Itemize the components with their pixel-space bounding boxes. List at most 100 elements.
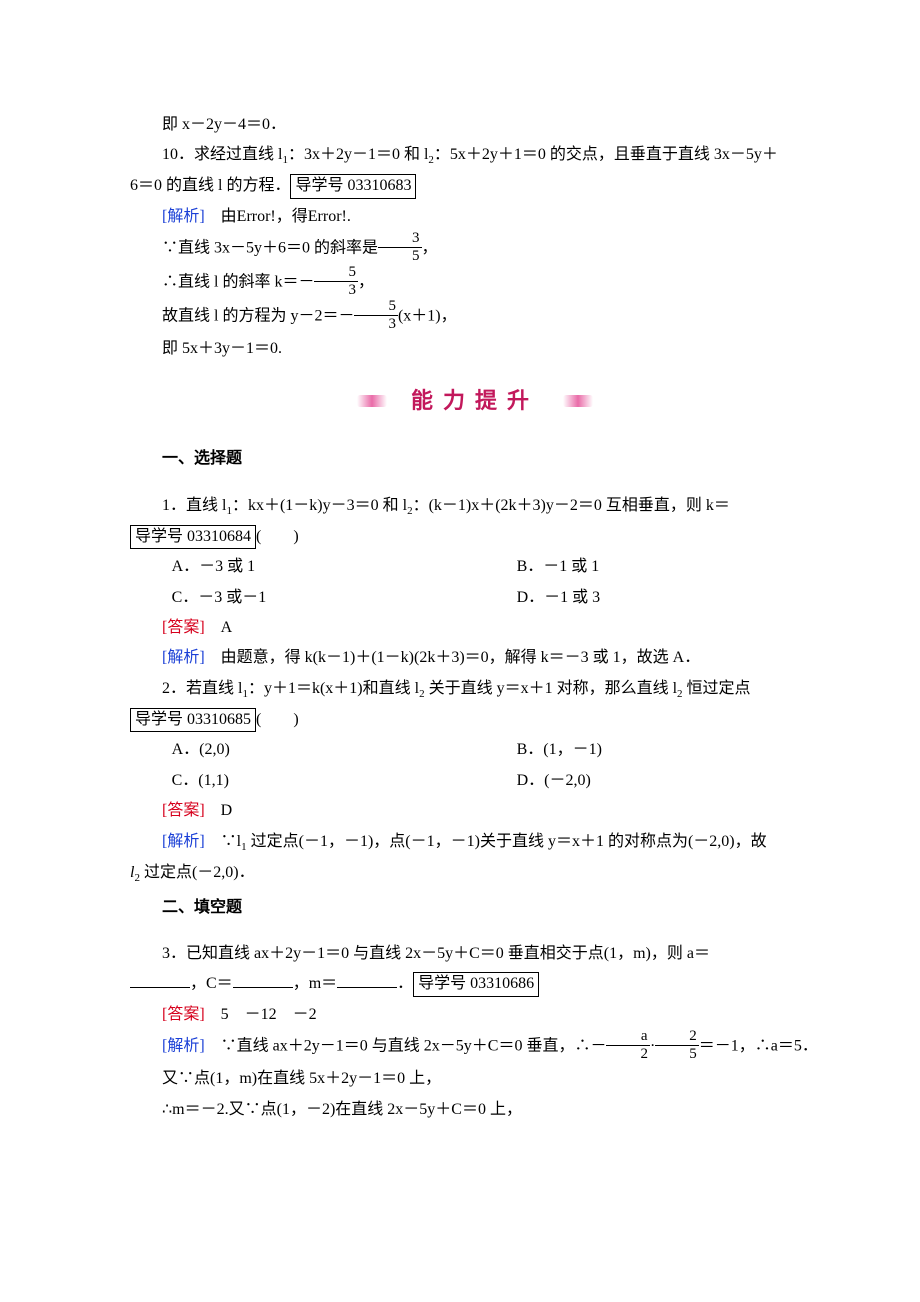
answer-text: 5 －12 －2 <box>205 1006 317 1023</box>
analysis-line: [解析] 由题意，得 k(k－1)＋(1－k)(2k＋3)＝0，解得 k＝－3 … <box>130 643 820 673</box>
code-text: 导学号 03310684 <box>135 528 251 545</box>
numerator: 3 <box>378 230 422 247</box>
section-heading: 二、填空题 <box>130 893 820 923</box>
text: (x＋1)， <box>398 308 457 325</box>
text: ，C＝ <box>190 975 233 992</box>
paren: ( ) <box>256 528 299 545</box>
analysis-line3: ∴m＝－2.又∵点(1，－2)在直线 2x－5y＋C＝0 上， <box>130 1095 820 1125</box>
text: ：5x＋2y＋1＝0 的交点，且垂直于直线 3x－5y＋ <box>434 146 778 163</box>
analysis-label: [解析] <box>162 649 205 666</box>
text: ，m＝ <box>293 975 337 992</box>
text: 3．已知直线 ax＋2y－1＝0 与直线 2x－5y＋C＝0 垂直相交于点(1，… <box>162 945 710 962</box>
problem-1: 1．直线 l1：kx＋(1－k)y－3＝0 和 l2：(k－1)x＋(2k＋3)… <box>130 491 820 522</box>
answer-text: D <box>205 802 233 819</box>
text: 恒过定点 <box>683 680 751 697</box>
analysis-label: [解析] <box>162 208 205 225</box>
denominator: 3 <box>354 315 398 333</box>
problem-10: 10．求经过直线 l1：3x＋2y－1＝0 和 l2：5x＋2y＋1＝0 的交点… <box>130 140 820 171</box>
text: ∴直线 l 的斜率 k＝－ <box>162 274 314 291</box>
text: 由Error!，得Error!. <box>205 208 351 225</box>
answer-line: [答案] 5 －12 －2 <box>130 1000 820 1030</box>
option-d: D．(－2,0) <box>475 766 820 796</box>
text: ． <box>397 975 413 992</box>
text: ∵直线 ax＋2y－1＝0 与直线 2x－5y＋C＝0 垂直，∴－ <box>205 1038 607 1055</box>
option-c: C．(1,1) <box>130 766 475 796</box>
banner-decor: 能力提升 <box>383 377 567 425</box>
fraction: 53 <box>354 298 398 332</box>
analysis-line: [解析] 由Error!，得Error!. <box>130 202 820 232</box>
text: 2．若直线 l <box>162 680 242 697</box>
problem-10-cont: 6＝0 的直线 l 的方程． 导学号 03310683 <box>130 171 820 201</box>
study-code: 导学号 03310686 <box>413 972 539 996</box>
text: ＝－1，∴a＝5． <box>699 1038 818 1055</box>
fraction: 25 <box>655 1028 699 1062</box>
answer-text: A <box>205 619 233 636</box>
step-4: 即 5x＋3y－1＝0. <box>130 334 820 364</box>
options-row: A．(2,0) B．(1，－1) <box>130 735 820 765</box>
text: ：3x＋2y－1＝0 和 l <box>288 146 428 163</box>
analysis-line2: 又∵点(1，m)在直线 5x＋2y－1＝0 上， <box>130 1064 820 1094</box>
text: 由题意，得 k(k－1)＋(1－k)(2k＋3)＝0，解得 k＝－3 或 1，故… <box>205 649 701 666</box>
options-row: C．(1,1) D．(－2,0) <box>130 766 820 796</box>
study-code: 导学号 03310684 <box>130 525 256 549</box>
text: ：(k－1)x＋(2k＋3)y－2＝0 互相垂直，则 k＝ <box>413 497 730 514</box>
fill-blank <box>233 971 293 988</box>
option-a: A．(2,0) <box>130 735 475 765</box>
study-code: 导学号 03310685 <box>130 708 256 732</box>
text-line: 即 x－2y－4＝0． <box>130 110 820 140</box>
numerator: 5 <box>314 264 358 281</box>
text: 过定点(－1，－1)，点(－1，－1)关于直线 y＝x＋1 的对称点为(－2,0… <box>247 833 767 850</box>
problem-1-code: 导学号 03310684 ( ) <box>130 522 820 552</box>
text: 1．直线 l <box>162 497 226 514</box>
section-banner: 能力提升 <box>130 377 820 425</box>
text: ∴m＝－2.又∵点(1，－2)在直线 2x－5y＋C＝0 上， <box>162 1101 522 1118</box>
analysis-line: [解析] ∵直线 ax＋2y－1＝0 与直线 2x－5y＋C＝0 垂直，∴－a2… <box>130 1030 820 1064</box>
code-text: 导学号 03310683 <box>295 177 411 194</box>
step-2: ∴直线 l 的斜率 k＝－53， <box>130 266 820 300</box>
problem-3-cont: ，C＝ ，m＝ ．导学号 03310686 <box>130 969 820 999</box>
denominator: 5 <box>378 247 422 265</box>
text: ：kx＋(1－k)y－3＝0 和 l <box>232 497 407 514</box>
text: 即 x－2y－4＝0． <box>162 116 286 133</box>
denominator: 2 <box>606 1045 650 1063</box>
section-heading: 一、选择题 <box>130 444 820 474</box>
options-row: A．－3 或 1 B．－1 或 1 <box>130 552 820 582</box>
text: ， <box>358 274 374 291</box>
option-b: B．－1 或 1 <box>475 552 820 582</box>
option-b: B．(1，－1) <box>475 735 820 765</box>
text: ：y＋1＝k(x＋1)和直线 l <box>248 680 419 697</box>
fraction: 35 <box>378 230 422 264</box>
study-code: 导学号 03310683 <box>290 174 416 198</box>
option-c: C．－3 或－1 <box>130 583 475 613</box>
analysis-line: [解析] ∵l1 过定点(－1，－1)，点(－1，－1)关于直线 y＝x＋1 的… <box>130 827 820 858</box>
fill-blank <box>337 971 397 988</box>
problem-2-code: 导学号 03310685 ( ) <box>130 705 820 735</box>
denominator: 5 <box>655 1045 699 1063</box>
step-3: 故直线 l 的方程为 y－2＝－53(x＋1)， <box>130 300 820 334</box>
problem-3: 3．已知直线 ax＋2y－1＝0 与直线 2x－5y＋C＝0 垂直相交于点(1，… <box>130 939 820 969</box>
answer-line: [答案] A <box>130 613 820 643</box>
answer-label: [答案] <box>162 1006 205 1023</box>
fraction: 53 <box>314 264 358 298</box>
code-text: 导学号 03310685 <box>135 711 251 728</box>
text: 6＝0 的直线 l 的方程． <box>130 177 290 194</box>
answer-line: [答案] D <box>130 796 820 826</box>
text: 故直线 l 的方程为 y－2＝－ <box>162 308 354 325</box>
text: 10．求经过直线 l <box>162 146 282 163</box>
banner-text: 能力提升 <box>411 388 539 413</box>
text: 又∵点(1，m)在直线 5x＋2y－1＝0 上， <box>162 1070 441 1087</box>
answer-label: [答案] <box>162 619 205 636</box>
text: ∵直线 3x－5y＋6＝0 的斜率是 <box>162 240 378 257</box>
options-row: C．－3 或－1 D．－1 或 3 <box>130 583 820 613</box>
problem-2: 2．若直线 l1：y＋1＝k(x＋1)和直线 l2 关于直线 y＝x＋1 对称，… <box>130 674 820 705</box>
text: 关于直线 y＝x＋1 对称，那么直线 l <box>425 680 677 697</box>
option-a: A．－3 或 1 <box>130 552 475 582</box>
analysis-label: [解析] <box>162 833 205 850</box>
text: 即 5x＋3y－1＝0. <box>162 340 282 357</box>
paren: ( ) <box>256 711 299 728</box>
denominator: 3 <box>314 281 358 299</box>
text: ， <box>422 240 438 257</box>
text: ∵l <box>205 833 241 850</box>
fraction: a2 <box>606 1028 650 1062</box>
analysis-cont: l2 过定点(－2,0)． <box>130 858 820 889</box>
